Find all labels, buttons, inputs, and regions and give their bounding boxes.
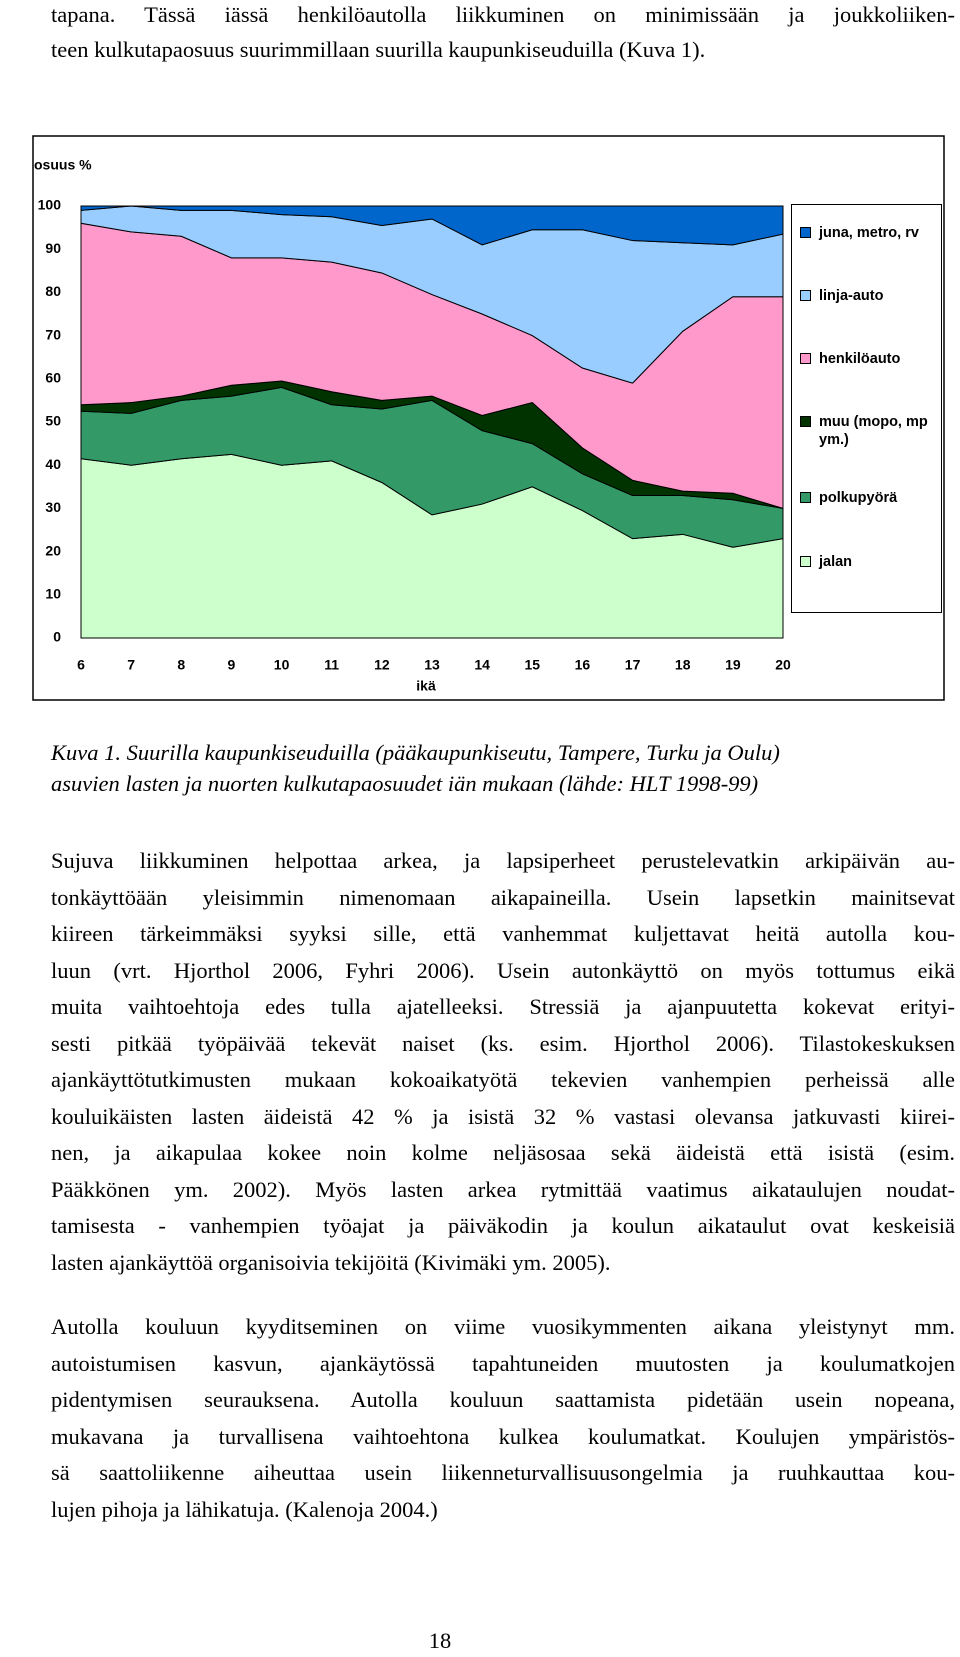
text-line: teen kulkutapaosuus suurimmillaan suuril…	[51, 37, 706, 62]
x-tick-label: 20	[775, 657, 791, 673]
x-axis-label: ikä	[416, 678, 436, 694]
x-tick-label: 9	[228, 657, 236, 673]
text-line: Autolla kouluun kyyditseminen on viime v…	[51, 1314, 955, 1339]
y-tick-label: 20	[45, 542, 61, 558]
page-number: 18	[428, 1628, 452, 1653]
x-tick-label: 15	[524, 657, 540, 673]
text-line: asuvien lasten ja nuorten kulkutapaosuud…	[51, 771, 759, 796]
legend-label: juna, metro, rv	[819, 225, 919, 241]
legend-swatch	[800, 556, 811, 567]
text-line: muita vaihtoehtoja edes tulla ajatelleek…	[51, 994, 955, 1019]
y-tick-label: 50	[45, 413, 61, 429]
area	[80, 205, 784, 246]
legend-swatch	[800, 416, 811, 427]
x-tick-label: 6	[77, 657, 85, 673]
y-tick-label: 0	[53, 629, 61, 645]
text-line: tonkäyttöään yleisimmin nimenomaan aikap…	[51, 884, 955, 910]
y-tick-label: 100	[38, 197, 62, 213]
x-tick-label: 17	[625, 657, 641, 673]
x-tick-label: 12	[374, 657, 390, 673]
text-line: kiireen tärkeimmäksi syyksi sille, että …	[51, 921, 955, 946]
text-line: lujen pihoja ja lähikatuja. (Kalenoja 20…	[51, 1496, 438, 1522]
legend-label: linja-auto	[819, 288, 884, 304]
legend-label: henkilöauto	[819, 351, 901, 367]
legend-swatch	[800, 492, 811, 503]
text-line: pidentymisen seurauksena. Autolla kouluu…	[51, 1387, 955, 1412]
text-line: luun (vrt. Hjorthol 2006, Fyhri 2006). U…	[51, 957, 955, 983]
chart: osuus % ikä 0 10 20 30 40 50 60 70 80 90 100 6 7 8 9 10…	[32, 135, 945, 701]
y-tick-label: 80	[45, 283, 61, 299]
legend-swatch	[800, 227, 811, 238]
y-tick-label: 70	[45, 326, 61, 342]
text-line: nen, ja aikapulaa kokee noin kolme neljä…	[51, 1140, 955, 1165]
text-line: tamisesta - vanhempien työajat ja päiväk…	[51, 1213, 955, 1238]
legend-swatch	[800, 290, 811, 301]
text-line: Pääkkönen ym. 2002). Myös lasten arkea r…	[51, 1176, 955, 1202]
x-tick-label: 16	[575, 657, 591, 673]
x-tick-label: 10	[274, 657, 290, 673]
legend: juna, metro, rv linja-auto henkilöauto muu …	[791, 204, 942, 613]
legend-label: jalan	[819, 554, 853, 570]
text-line: lasten ajankäyttöä organisoivia tekijöit…	[51, 1249, 611, 1275]
y-tick-label: 30	[45, 499, 61, 515]
text-line: kouluikäisten lasten äideistä 42 % ja is…	[51, 1103, 955, 1129]
text-line: sesti pitkää työpäivää tekevät naiset (k…	[51, 1030, 955, 1056]
x-tick-label: 11	[324, 657, 339, 673]
x-tick-label: 13	[424, 657, 440, 673]
y-axis-label: osuus %	[34, 157, 92, 173]
legend-label: polkupyörä	[819, 490, 898, 506]
x-tick-label: 8	[177, 657, 185, 673]
text-line: mukavana ja turvallisena vaihtoehtona ku…	[51, 1423, 955, 1449]
x-tick-label: 7	[127, 657, 135, 673]
text-line: tapana. Tässä iässä henkilöautolla liikk…	[51, 2, 955, 27]
y-tick-label: 60	[45, 370, 61, 386]
legend-label: muu (mopo, mp ym.)	[819, 414, 928, 448]
y-tick-label: 10	[45, 586, 61, 602]
y-tick-label: 40	[45, 456, 61, 472]
x-tick-label: 14	[474, 657, 490, 673]
y-tick-label: 90	[45, 240, 61, 256]
text-line: ajankäyttötutkimusten mukaan kokoaikatyö…	[51, 1067, 955, 1092]
text-line: Kuva 1. Suurilla kaupunkiseuduilla (pääk…	[51, 740, 780, 765]
text-line: sä saattoliikenne aiheuttaa usein liiken…	[51, 1460, 955, 1485]
x-tick-label: 19	[725, 657, 741, 673]
text-line: autoistumisen kasvun, ajankäytössä tapah…	[51, 1350, 955, 1376]
text-line: Sujuva liikkuminen helpottaa arkea, ja l…	[51, 848, 955, 873]
legend-swatch	[800, 353, 811, 364]
x-tick-label: 18	[675, 657, 691, 673]
